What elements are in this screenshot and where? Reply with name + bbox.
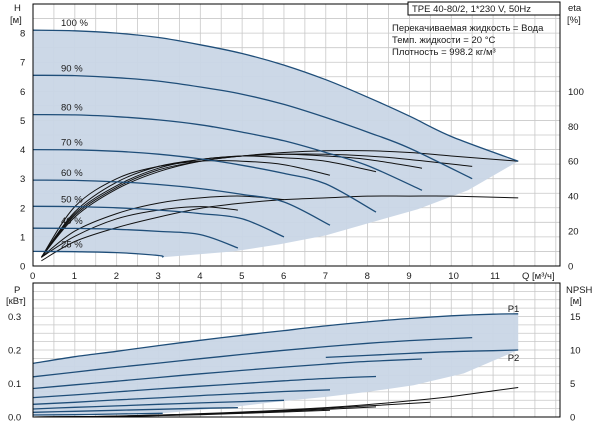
y2-axis-label: eta	[568, 3, 582, 14]
y2-axis-unit: [%]	[567, 15, 581, 26]
speed-label: 60 %	[61, 168, 83, 179]
y2-tick-label: 15	[570, 312, 581, 323]
head-plot-frame	[32, 3, 561, 267]
x-tick-label: 3	[156, 271, 161, 282]
info-block: TPE 40-80/2, 1*230 V, 50Hz Перекачиваема…	[392, 1, 561, 58]
efficiency-curve	[41, 149, 519, 258]
info-line-3: Плотность = 998.2 кг/м³	[392, 47, 496, 58]
power-chart: 0.0 0.1 0.2 0.3 0 5 10 15 P[кВт] NPSH[м] P1 P2	[6, 282, 593, 424]
info-line-1: Перекачиваемая жидкость = Вода	[392, 23, 544, 34]
speed-label: 100 %	[61, 18, 88, 29]
power-curve	[32, 399, 285, 410]
y-axis-unit: [кВт]	[6, 296, 26, 307]
head-curve	[32, 148, 377, 213]
speed-label: 50 %	[61, 194, 83, 205]
y-tick-label: 2	[20, 203, 25, 214]
power-curve	[32, 389, 331, 405]
head-curve	[32, 179, 331, 226]
x-tick-label: 2	[114, 271, 119, 282]
head-curve	[32, 250, 164, 258]
x-tick-label: 4	[197, 271, 202, 282]
y2-tick-label: 0	[568, 262, 573, 273]
speed-label: 90 %	[61, 63, 83, 74]
y-tick-label: 5	[20, 116, 25, 127]
head-curve	[32, 227, 239, 249]
y2-tick-label: 100	[568, 87, 584, 98]
y-axis-label: H	[14, 3, 21, 14]
y-axis-unit: [м]	[10, 15, 22, 26]
p2-marker-label: P2	[508, 353, 520, 364]
y-tick-label: 1	[20, 232, 25, 243]
p1-marker-label: P1	[508, 304, 520, 315]
operating-range-area	[33, 30, 519, 258]
x-tick-label: 10	[448, 271, 459, 282]
y-tick-label: 0.3	[8, 312, 21, 323]
y-tick-label: 0.2	[8, 346, 21, 357]
x-tick-label: 7	[323, 271, 328, 282]
y-tick-label: 0.1	[8, 379, 21, 390]
efficiency-curve	[41, 195, 285, 258]
x-tick-label: 1	[72, 271, 77, 282]
y2-tick-label: 0	[570, 413, 575, 424]
y-tick-label: 8	[20, 29, 25, 40]
info-line-2: Темп. жидкости = 20 °C	[392, 35, 495, 46]
speed-label: 70 %	[61, 138, 83, 149]
x-axis-label: Q [м³/ч]	[522, 271, 555, 282]
speed-label: 40 %	[61, 216, 83, 227]
y2-tick-label: 20	[568, 227, 579, 238]
y-axis-label: P	[14, 285, 20, 296]
power-curve	[32, 313, 519, 365]
title-box	[407, 1, 561, 16]
x-tick-label: 6	[281, 271, 286, 282]
y-tick-label: 3	[20, 174, 25, 185]
x-tick-label: 8	[365, 271, 370, 282]
head-curve	[32, 205, 285, 238]
y-tick-label: 4	[20, 145, 25, 156]
x-tick-label: 0	[30, 271, 35, 282]
power-range-area	[33, 313, 519, 415]
efficiency-curve	[40, 160, 331, 258]
speed-label: 80 %	[61, 103, 83, 114]
head-chart: 100 % 90 % 80 % 70 % 60 % 50 % 40 % 25 % 0 1 2 3 4 5 6…	[10, 3, 584, 282]
y-tick-label: 0	[20, 262, 25, 273]
power-curve	[32, 412, 163, 416]
efficiency-curve	[41, 195, 519, 262]
power-curve	[32, 406, 238, 413]
head-curve	[32, 74, 473, 180]
y2-tick-label: 80	[568, 122, 579, 133]
y2-tick-label: 60	[568, 157, 579, 168]
power-curve	[325, 349, 519, 359]
head-curve	[32, 113, 423, 191]
power-curve	[32, 375, 377, 399]
y-tick-label: 6	[20, 87, 25, 98]
speed-label: 25 %	[61, 239, 83, 250]
y-tick-label: 0.0	[8, 413, 21, 424]
power-plot-frame	[32, 282, 561, 418]
y-tick-label: 7	[20, 58, 25, 69]
efficiency-curve	[41, 206, 238, 258]
y2-axis-label: NPSH	[566, 285, 593, 296]
x-tick-label: 5	[239, 271, 244, 282]
y2-tick-label: 40	[568, 192, 579, 203]
head-curve	[32, 29, 519, 162]
y2-tick-label: 10	[570, 346, 581, 357]
y2-tick-label: 5	[570, 379, 575, 390]
power-curve	[32, 358, 423, 390]
power-curve	[32, 336, 473, 378]
y2-axis-unit: [м]	[570, 296, 582, 307]
x-tick-label: 11	[490, 271, 500, 282]
title-text: TPE 40-80/2, 1*230 V, 50Hz	[412, 4, 531, 15]
x-tick-label: 9	[406, 271, 411, 282]
